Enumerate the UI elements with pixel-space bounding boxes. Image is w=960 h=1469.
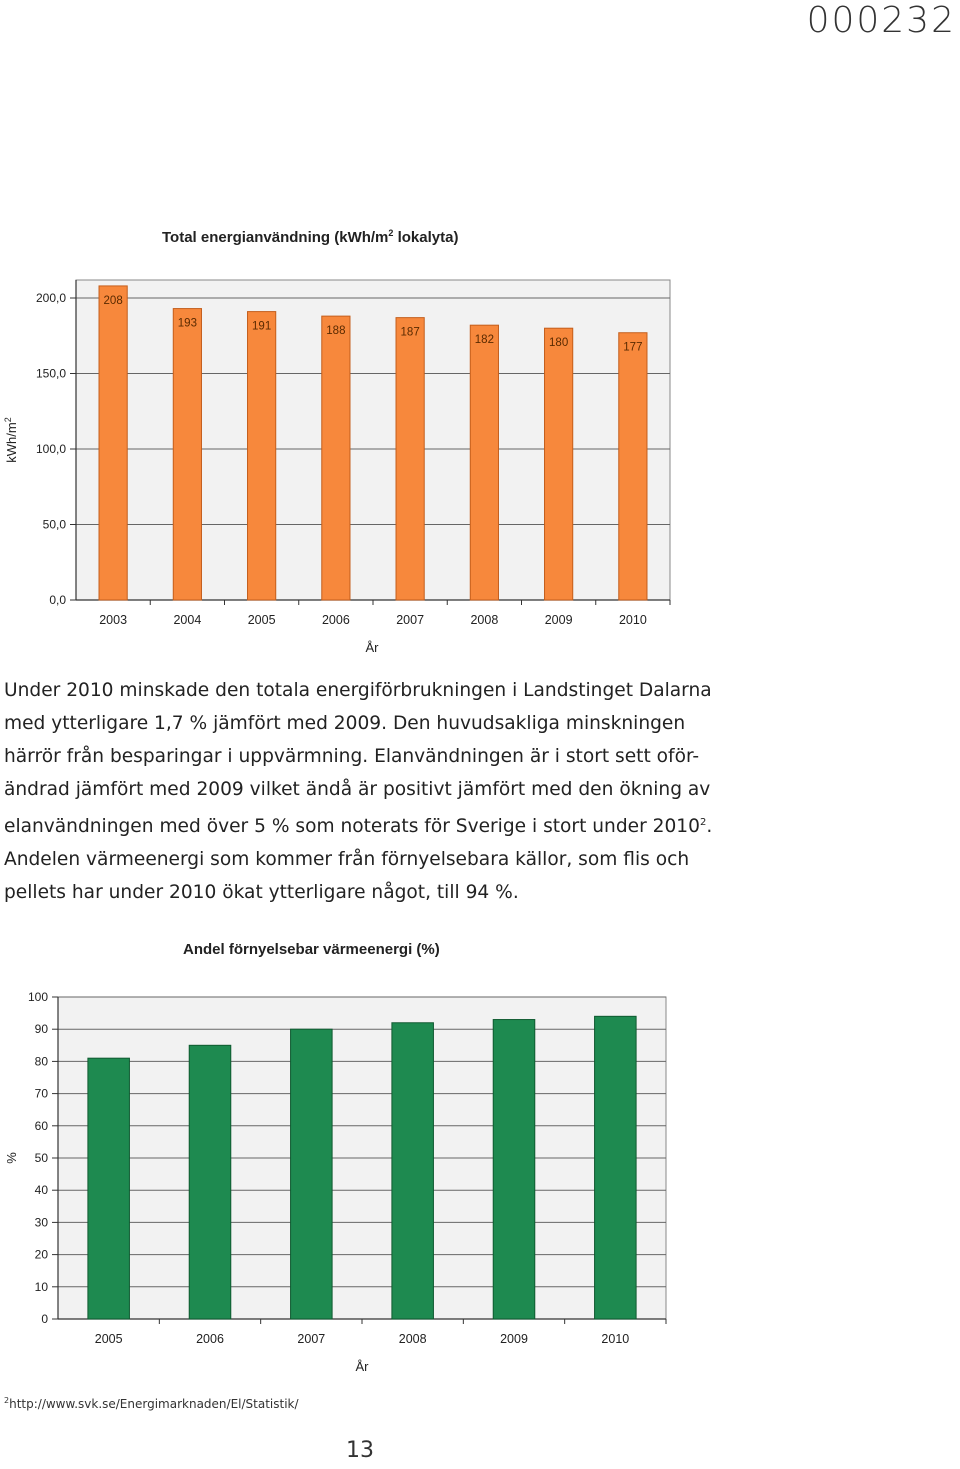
bar-2007 [290,1028,333,1320]
body-line-3: härrör från besparingar i uppvärmning. E… [4,746,700,767]
bar-2010 [618,332,648,601]
renewable-share-bar-chart: 0 10 20 30 40 50 60 70 80 90 100 2005 2006 2007 2008 20… [4,990,667,1374]
y-tick-label: 0,0 [49,593,66,607]
x-tick-label: 2006 [322,613,350,627]
body-line-1: Under 2010 minskade den totala energiför… [4,680,712,701]
y-tick-label: 50,0 [43,518,67,532]
y-axis-label-superscript: 2 [3,417,13,422]
y-tick-label: 100,0 [36,442,66,456]
data-label: 187 [401,327,420,339]
bar-2007 [395,317,425,601]
y-tick-label: 60 [35,1119,49,1133]
data-label: 180 [549,337,568,349]
bar-2008 [391,1022,434,1320]
y-tick-label: 20 [35,1248,49,1262]
y-tick-label: 0 [41,1312,48,1326]
data-label: 182 [475,334,494,346]
body-paragraph: Under 2010 minskade den totala energiför… [4,674,944,909]
x-tick-label: 2005 [95,1332,123,1346]
plot-area [75,279,671,601]
energy-use-bar-chart: 0,0 50,0 100,0 150,0 200,0 2003 208 2004 193 2005… [3,279,671,655]
x-tick-label: 2010 [619,613,647,627]
y-tick-label: 200,0 [36,291,66,305]
y-axis-label: % [4,1152,19,1164]
bar-2010 [594,1015,637,1320]
bar-2003 [98,285,128,601]
y-axis-label-text: kWh/m [4,422,19,462]
body-line-6: Andelen värmeenergi som kommer från förn… [4,849,690,871]
y-tick-label: 50 [35,1151,49,1165]
x-axis-label: År [366,640,380,655]
data-label: 188 [326,325,345,337]
y-axis-label: kWh/m2 [3,417,19,462]
y-tick-label: 30 [35,1215,49,1229]
x-tick-label: 2007 [396,613,424,627]
page-number: 13 [346,1438,374,1463]
chart2-title: Andel förnyelsebar värmeenergi (%) [183,941,440,958]
chart1-title: Total energianvändning (kWh/m2 lokalyta) [162,228,459,246]
bar-2005 [247,311,277,601]
body-line-2: med ytterligare 1,7 % jämfört med 2009. … [4,713,686,734]
bar-2006 [188,1044,232,1320]
x-tick-label: 2005 [248,613,276,627]
y-tick-label: 70 [35,1087,49,1101]
y-tick-label: 90 [35,1022,49,1036]
data-label: 191 [252,321,271,333]
x-tick-label: 2006 [196,1332,224,1346]
y-tick-label: 150,0 [36,367,66,381]
y-tick-label: 40 [35,1183,49,1197]
body-line-7: pellets har under 2010 ökat ytterligare … [4,882,519,904]
footnote-url: http://www.svk.se/Energimarknaden/El/Sta… [9,1397,299,1411]
body-line-5: elanvändningen med över 5 % som noterats… [4,816,713,838]
x-tick-label: 2010 [601,1332,629,1346]
y-tick-label: 80 [35,1054,49,1068]
x-tick-label: 2007 [297,1332,325,1346]
data-label: 208 [104,295,123,307]
data-label: 193 [178,318,197,330]
footnote: 2http://www.svk.se/Energimarknaden/El/St… [4,1396,299,1411]
bar-2006 [321,315,351,601]
data-label: 177 [623,342,642,354]
document-number: 000232 [806,0,956,41]
bar-2009 [492,1019,536,1320]
x-tick-label: 2009 [500,1332,528,1346]
y-tick-label: 100 [28,990,48,1004]
x-tick-label: 2008 [470,613,498,627]
bar-2008 [469,324,499,601]
y-tick-label: 10 [35,1280,49,1294]
x-tick-label: 2004 [173,613,201,627]
x-tick-label: 2008 [399,1332,427,1346]
bar-2004 [172,308,202,601]
bar-2005 [87,1057,130,1320]
x-tick-label: 2009 [545,613,573,627]
x-axis-label: År [356,1359,370,1374]
footnote-reference: 2 [699,817,707,828]
body-line-4: ändrad jämfört med 2009 vilket ändå är p… [4,779,711,800]
x-tick-label: 2003 [99,613,127,627]
bar-2009 [544,327,574,601]
